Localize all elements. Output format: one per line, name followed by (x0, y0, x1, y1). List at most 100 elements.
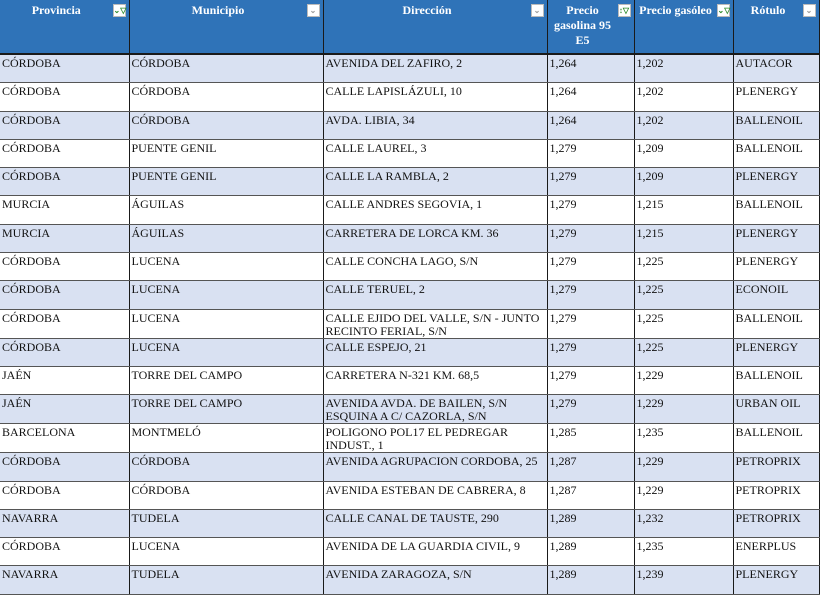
cell-precio-gasoleo[interactable]: 1,225 (634, 280, 734, 310)
cell-provincia[interactable]: CÓRDOBA (0, 309, 130, 339)
cell-rotulo[interactable]: PLENERGY (733, 167, 820, 197)
cell-municipio[interactable]: CÓRDOBA (129, 111, 324, 140)
filter-active-icon[interactable]: ⌄▽ (112, 4, 127, 17)
cell-municipio[interactable]: LUCENA (129, 252, 324, 282)
cell-rotulo[interactable]: BALLENOIL (733, 366, 820, 396)
cell-municipio[interactable]: ÁGUILAS (129, 195, 324, 225)
cell-precio-gasoleo[interactable]: 1,202 (634, 54, 734, 84)
cell-precio-gasoleo[interactable]: 1,239 (634, 565, 734, 595)
cell-municipio[interactable]: CÓRDOBA (129, 452, 324, 482)
cell-rotulo[interactable]: PETROPRIX (733, 481, 820, 510)
cell-provincia[interactable]: CÓRDOBA (0, 280, 130, 310)
cell-municipio[interactable]: MONTMELÓ (129, 423, 324, 454)
cell-provincia[interactable]: JAÉN (0, 394, 130, 425)
cell-direccion[interactable]: AVENIDA ZARAGOZA, S/N (323, 565, 548, 595)
cell-provincia[interactable]: CÓRDOBA (0, 111, 130, 140)
cell-direccion[interactable]: CALLE LA RAMBLA, 2 (323, 167, 548, 197)
cell-provincia[interactable]: CÓRDOBA (0, 338, 130, 367)
cell-rotulo[interactable]: BALLENOIL (733, 195, 820, 225)
cell-precio-gasolina[interactable]: 1,279 (547, 280, 635, 310)
cell-municipio[interactable]: CÓRDOBA (129, 82, 324, 112)
cell-precio-gasolina[interactable]: 1,287 (547, 481, 635, 510)
column-header-rotulo[interactable]: Rótulo ⌄ (733, 0, 820, 55)
cell-provincia[interactable]: CÓRDOBA (0, 54, 130, 84)
cell-direccion[interactable]: CARRETERA DE LORCA KM. 36 (323, 224, 548, 254)
cell-precio-gasolina[interactable]: 1,264 (547, 54, 635, 84)
cell-rotulo[interactable]: AUTACOR (733, 54, 820, 84)
cell-direccion[interactable]: CALLE CONCHA LAGO, S/N (323, 252, 548, 282)
cell-precio-gasolina[interactable]: 1,289 (547, 537, 635, 567)
cell-precio-gasolina[interactable]: 1,285 (547, 423, 635, 454)
cell-precio-gasolina[interactable]: 1,289 (547, 565, 635, 595)
column-header-provincia[interactable]: Provincia ⌄▽ (0, 0, 130, 55)
cell-precio-gasolina[interactable]: 1,287 (547, 452, 635, 482)
cell-precio-gasolina[interactable]: 1,279 (547, 139, 635, 169)
cell-rotulo[interactable]: PLENERGY (733, 565, 820, 595)
cell-precio-gasoleo[interactable]: 1,202 (634, 111, 734, 140)
cell-municipio[interactable]: LUCENA (129, 537, 324, 567)
cell-municipio[interactable]: PUENTE GENIL (129, 167, 324, 197)
cell-precio-gasoleo[interactable]: 1,209 (634, 139, 734, 169)
cell-provincia[interactable]: CÓRDOBA (0, 252, 130, 282)
column-header-municipio[interactable]: Municipio ⌄ (129, 0, 324, 55)
cell-provincia[interactable]: MURCIA (0, 195, 130, 225)
cell-precio-gasoleo[interactable]: 1,229 (634, 394, 734, 425)
cell-municipio[interactable]: LUCENA (129, 280, 324, 310)
cell-rotulo[interactable]: PLENERGY (733, 82, 820, 112)
cell-rotulo[interactable]: URBAN OIL (733, 394, 820, 425)
cell-direccion[interactable]: CALLE ESPEJO, 21 (323, 338, 548, 367)
cell-rotulo[interactable]: PLENERGY (733, 338, 820, 367)
cell-rotulo[interactable]: PLENERGY (733, 224, 820, 254)
cell-rotulo[interactable]: BALLENOIL (733, 111, 820, 140)
filter-active-icon[interactable]: ⌄▽ (716, 4, 731, 17)
cell-precio-gasoleo[interactable]: 1,232 (634, 509, 734, 539)
cell-municipio[interactable]: TORRE DEL CAMPO (129, 366, 324, 396)
cell-precio-gasolina[interactable]: 1,264 (547, 111, 635, 140)
cell-provincia[interactable]: CÓRDOBA (0, 139, 130, 169)
cell-rotulo[interactable]: BALLENOIL (733, 139, 820, 169)
cell-precio-gasolina[interactable]: 1,279 (547, 309, 635, 339)
cell-provincia[interactable]: JAÉN (0, 366, 130, 396)
filter-active-icon[interactable]: ↕▽ (617, 4, 631, 17)
cell-municipio[interactable]: LUCENA (129, 338, 324, 367)
cell-provincia[interactable]: CÓRDOBA (0, 537, 130, 567)
cell-precio-gasolina[interactable]: 1,279 (547, 195, 635, 225)
cell-precio-gasoleo[interactable]: 1,235 (634, 537, 734, 567)
cell-precio-gasoleo[interactable]: 1,229 (634, 452, 734, 482)
cell-direccion[interactable]: CALLE EJIDO DEL VALLE, S/N - JUNTO RECIN… (323, 309, 548, 339)
filter-dropdown-icon[interactable]: ⌄ (802, 4, 816, 17)
cell-provincia[interactable]: CÓRDOBA (0, 167, 130, 197)
cell-rotulo[interactable]: PETROPRIX (733, 509, 820, 539)
cell-precio-gasoleo[interactable]: 1,229 (634, 366, 734, 396)
cell-precio-gasolina[interactable]: 1,264 (547, 82, 635, 112)
cell-municipio[interactable]: CÓRDOBA (129, 54, 324, 84)
cell-precio-gasolina[interactable]: 1,279 (547, 167, 635, 197)
cell-precio-gasoleo[interactable]: 1,235 (634, 423, 734, 454)
cell-rotulo[interactable]: ENERPLUS (733, 537, 820, 567)
cell-municipio[interactable]: LUCENA (129, 309, 324, 339)
filter-dropdown-icon[interactable]: ⌄ (306, 4, 320, 17)
cell-direccion[interactable]: CALLE ANDRES SEGOVIA, 1 (323, 195, 548, 225)
cell-provincia[interactable]: NAVARRA (0, 509, 130, 539)
cell-direccion[interactable]: AVDA. LIBIA, 34 (323, 111, 548, 140)
cell-rotulo[interactable]: BALLENOIL (733, 423, 820, 454)
cell-direccion[interactable]: POLIGONO POL17 EL PEDREGAR INDUST., 1 (323, 423, 548, 454)
cell-direccion[interactable]: AVENIDA ESTEBAN DE CABRERA, 8 (323, 481, 548, 510)
cell-direccion[interactable]: AVENIDA AGRUPACION CORDOBA, 25 (323, 452, 548, 482)
cell-direccion[interactable]: CARRETERA N-321 KM. 68,5 (323, 366, 548, 396)
cell-municipio[interactable]: ÁGUILAS (129, 224, 324, 254)
cell-rotulo[interactable]: PETROPRIX (733, 452, 820, 482)
column-header-precio-gasolina[interactable]: Precio gasolina 95 E5 ↕▽ (547, 0, 635, 55)
cell-precio-gasolina[interactable]: 1,289 (547, 509, 635, 539)
cell-municipio[interactable]: PUENTE GENIL (129, 139, 324, 169)
cell-municipio[interactable]: CÓRDOBA (129, 481, 324, 510)
cell-precio-gasoleo[interactable]: 1,202 (634, 82, 734, 112)
cell-municipio[interactable]: TUDELA (129, 509, 324, 539)
filter-dropdown-icon[interactable]: ⌄ (530, 4, 544, 17)
cell-precio-gasoleo[interactable]: 1,215 (634, 195, 734, 225)
cell-precio-gasoleo[interactable]: 1,225 (634, 309, 734, 339)
cell-precio-gasolina[interactable]: 1,279 (547, 394, 635, 425)
cell-rotulo[interactable]: ECONOIL (733, 280, 820, 310)
cell-provincia[interactable]: CÓRDOBA (0, 481, 130, 510)
cell-provincia[interactable]: MURCIA (0, 224, 130, 254)
